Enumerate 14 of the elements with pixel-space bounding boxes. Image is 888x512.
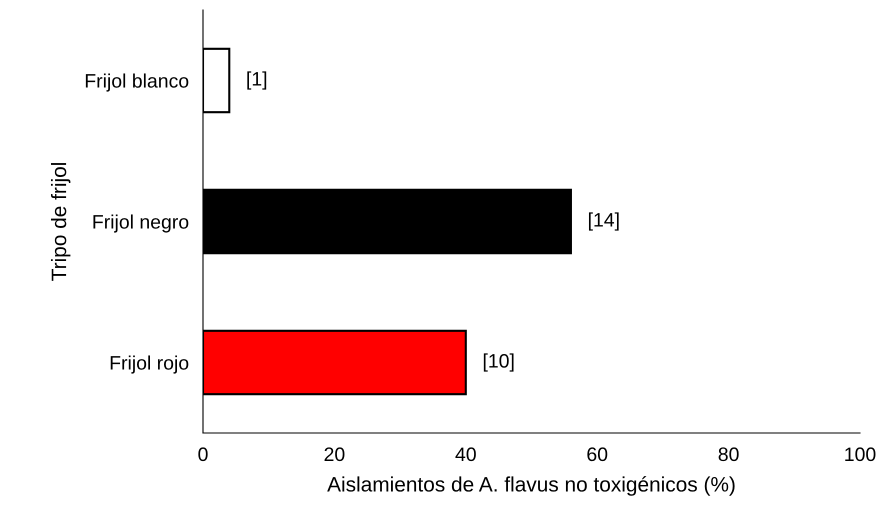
x-tick-label: 20 [324,447,344,462]
y-tick-label: Frijol blanco [86,73,188,92]
x-axis-title: Aislamientos de A. flavus no toxigénicos (%) [327,476,735,496]
y-axis-title: Tripo de frijol [50,163,70,281]
annotation: [1] [247,71,266,90]
x-tick-label: 0 [198,447,208,462]
y-tick-label: Frijol rojo [110,355,188,374]
annotation: [10] [484,353,514,372]
y-tick-label: Frijol negro [93,214,188,233]
annotation: [14] [588,212,619,231]
x-tick-label: 60 [587,447,608,462]
x-tick-label: 80 [718,447,739,462]
x-tick-label: 40 [455,447,476,462]
x-tick-label: 100 [845,447,876,462]
